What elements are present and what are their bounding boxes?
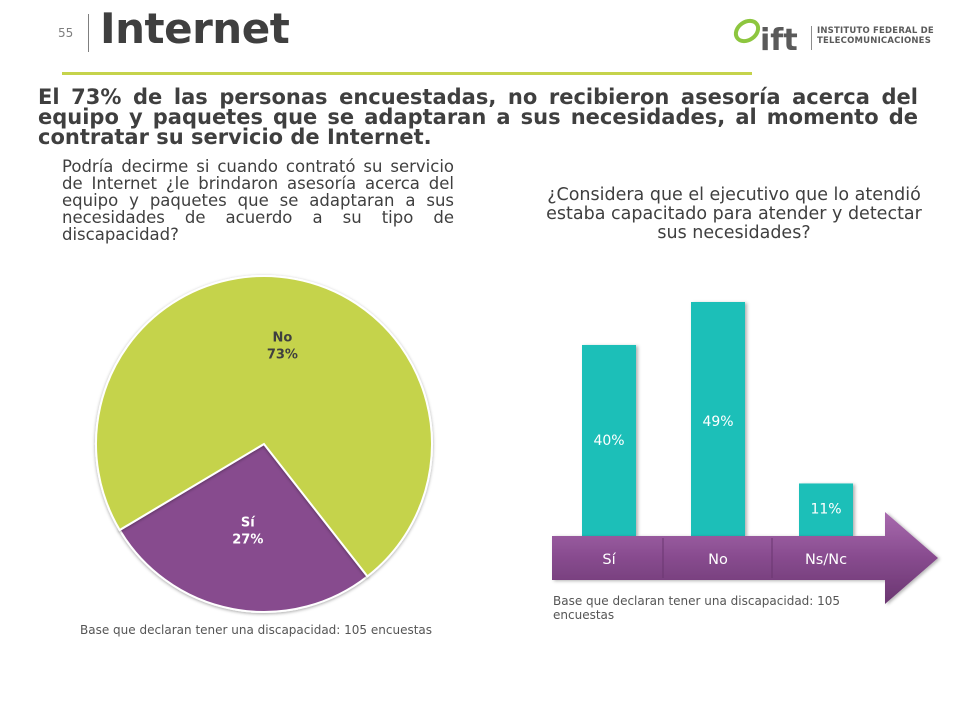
logo-leaf-icon <box>733 18 761 44</box>
bar-value-si: 40% <box>593 433 624 449</box>
category-label-ns-nc: Ns/Nc <box>805 552 847 568</box>
pie-slice-no <box>95 275 433 578</box>
bar-value-no: 49% <box>702 414 733 430</box>
accent-line <box>62 72 752 75</box>
logo-name-line1: INSTITUTO FEDERAL DE <box>817 26 934 36</box>
logo-name-line2: TELECOMUNICACIONES <box>817 36 932 46</box>
pie-label-no: No <box>272 331 292 346</box>
pie-slice-si <box>118 442 369 613</box>
logo-divider <box>811 26 812 50</box>
pie-value-no: 73% <box>267 348 298 363</box>
category-axis-arrow <box>552 512 938 604</box>
pie-label-si: Sí <box>241 515 256 530</box>
title-divider <box>88 14 89 52</box>
bar-ns-nc <box>799 483 853 536</box>
pie-base-note: Base que declaran tener una discapacidad… <box>80 623 433 637</box>
headline: El 73% de las personas encuestadas, no r… <box>38 85 918 149</box>
pie-question: Podría decirme si cuando contrató su ser… <box>62 157 454 244</box>
pie-value-si: 27% <box>232 532 263 547</box>
bar-value-ns-nc: 11% <box>810 501 841 517</box>
bar-si <box>582 344 636 536</box>
logo-text: INSTITUTO FEDERAL DE TELECOMUNICACIONES <box>817 26 934 46</box>
page-title: Internet <box>100 4 290 53</box>
bar-no <box>691 302 745 536</box>
logo-brand: ift <box>760 23 798 56</box>
bar-question: ¿Considera que el ejecutivo que lo atend… <box>546 185 922 243</box>
category-label-no: No <box>708 552 728 568</box>
page-number: 55 <box>58 26 74 40</box>
category-label-si: Sí <box>602 552 616 568</box>
bar-base-note: Base que declaran tener una discapacidad… <box>553 594 841 622</box>
ift-logo: ift <box>733 18 812 56</box>
